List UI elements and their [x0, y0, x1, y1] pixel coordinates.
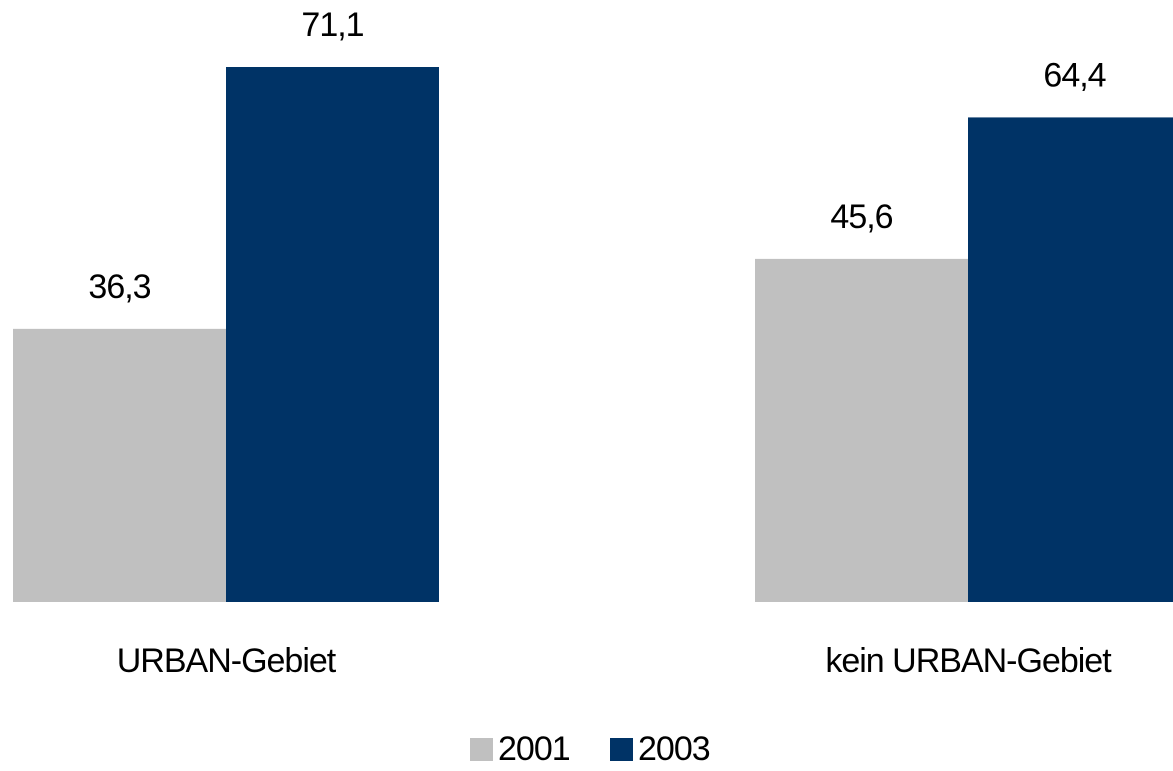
x-tick-label: kein URBAN-Gebiet: [825, 642, 1112, 680]
value-label: 71,1: [301, 6, 363, 44]
bar: [226, 67, 439, 602]
legend-label: 2001: [498, 730, 570, 768]
legend-swatch: [610, 738, 633, 761]
value-label: 64,4: [1043, 56, 1105, 94]
legend-swatch: [470, 738, 493, 761]
bar: [968, 117, 1173, 602]
value-label: 45,6: [830, 198, 892, 236]
value-label: 36,3: [88, 268, 150, 306]
bar: [13, 328, 226, 602]
x-tick-label: URBAN-Gebiet: [117, 642, 337, 680]
legend-label: 2003: [638, 730, 710, 768]
bar: [755, 258, 968, 602]
